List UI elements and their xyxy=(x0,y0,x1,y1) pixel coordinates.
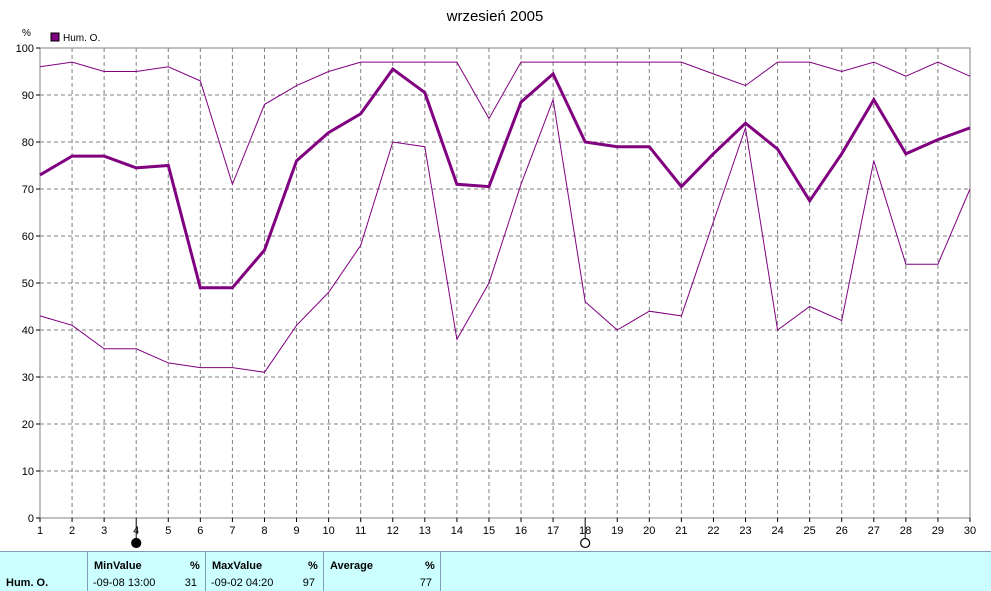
x-tick-label: 11 xyxy=(355,525,366,537)
x-tick-label: 12 xyxy=(387,525,399,537)
x-tick-label: 22 xyxy=(707,525,719,537)
average-value: 77 xyxy=(419,577,432,589)
average-unit: % xyxy=(425,560,435,572)
x-tick-label: 26 xyxy=(836,525,848,537)
footer-max-cell: MaxValue % -09-02 04:20 97 xyxy=(206,552,324,591)
x-tick-label: 8 xyxy=(261,525,267,537)
y-tick-label: 100 xyxy=(16,43,34,55)
y-tick-label: 70 xyxy=(22,184,34,196)
x-tick-label: 1 xyxy=(37,525,43,537)
y-tick-label: 50 xyxy=(22,278,34,290)
average-header: Average xyxy=(330,560,374,572)
x-tick-label: 10 xyxy=(322,525,334,537)
footer-avg-cell: Average % 77 xyxy=(324,552,441,591)
max-day-marker xyxy=(580,537,591,549)
y-tick-label: 40 xyxy=(22,325,34,337)
y-tick-label: 10 xyxy=(22,466,34,478)
x-tick-label: 19 xyxy=(611,525,623,537)
y-axis: 0 10 20 30 40 50 60 70 80 90 100 xyxy=(16,43,40,525)
x-tick-label: 29 xyxy=(932,525,944,537)
legend-label: Hum. O. xyxy=(63,33,100,44)
x-axis: 1234567891011121314151617181920212223242… xyxy=(37,518,976,537)
min-value-header: MinValue xyxy=(94,560,142,572)
y-tick-label: 90 xyxy=(22,90,34,102)
footer-min-cell: MinValue % -09-08 13:00 31 xyxy=(88,552,206,591)
series-line-min xyxy=(39,97,971,373)
y-tick-label: 20 xyxy=(22,419,34,431)
x-tick-label: 21 xyxy=(675,525,687,537)
summary-footer: Hum. O. MinValue % -09-08 13:00 31 MaxVa… xyxy=(0,551,991,591)
x-tick-label: 5 xyxy=(165,525,171,537)
x-tick-label: 16 xyxy=(515,525,527,537)
legend-swatch xyxy=(50,32,60,42)
max-value-time: -09-02 04:20 xyxy=(211,577,274,589)
max-value-unit: % xyxy=(308,560,318,572)
x-tick-label: 15 xyxy=(483,525,495,537)
x-tick-label: 24 xyxy=(771,525,783,537)
x-tick-label: 14 xyxy=(451,525,463,537)
max-value: 97 xyxy=(302,577,315,589)
x-tick-label: 25 xyxy=(804,525,816,537)
x-tick-label: 9 xyxy=(293,525,299,537)
x-tick-label: 3 xyxy=(101,525,107,537)
series-lines xyxy=(39,61,971,373)
x-tick-label: 2 xyxy=(69,525,75,537)
x-tick-label: 23 xyxy=(739,525,751,537)
max-value-header: MaxValue xyxy=(212,560,263,572)
chart-area: wrzesień 2005 % Hum. O. 0 10 20 30 40 50 60 70 8… xyxy=(16,8,976,549)
footer-series-cell: Hum. O. xyxy=(0,552,88,591)
y-axis-unit: % xyxy=(22,28,31,39)
footer-series-name: Hum. O. xyxy=(6,577,49,589)
y-tick-label: 0 xyxy=(28,513,34,525)
y-tick-label: 60 xyxy=(22,231,34,243)
series-line-max xyxy=(39,61,971,186)
chart-title: wrzesień 2005 xyxy=(446,8,544,25)
legend: Hum. O. xyxy=(50,32,100,44)
x-tick-label: 20 xyxy=(643,525,655,537)
min-value-unit: % xyxy=(190,560,200,572)
x-tick-label: 6 xyxy=(197,525,203,537)
min-value-time: -09-08 13:00 xyxy=(93,577,156,589)
x-tick-label: 30 xyxy=(964,525,976,537)
y-tick-label: 80 xyxy=(22,137,34,149)
series-line-average xyxy=(39,66,971,290)
x-tick-label: 7 xyxy=(229,525,235,537)
x-tick-label: 27 xyxy=(868,525,880,537)
min-value: 31 xyxy=(184,577,197,589)
y-tick-label: 30 xyxy=(22,372,34,384)
x-tick-label: 28 xyxy=(900,525,912,537)
x-tick-label: 13 xyxy=(419,525,431,537)
x-tick-label: 17 xyxy=(547,525,559,537)
day-markers xyxy=(131,522,591,549)
grid xyxy=(40,48,970,518)
min-day-marker xyxy=(131,537,142,549)
